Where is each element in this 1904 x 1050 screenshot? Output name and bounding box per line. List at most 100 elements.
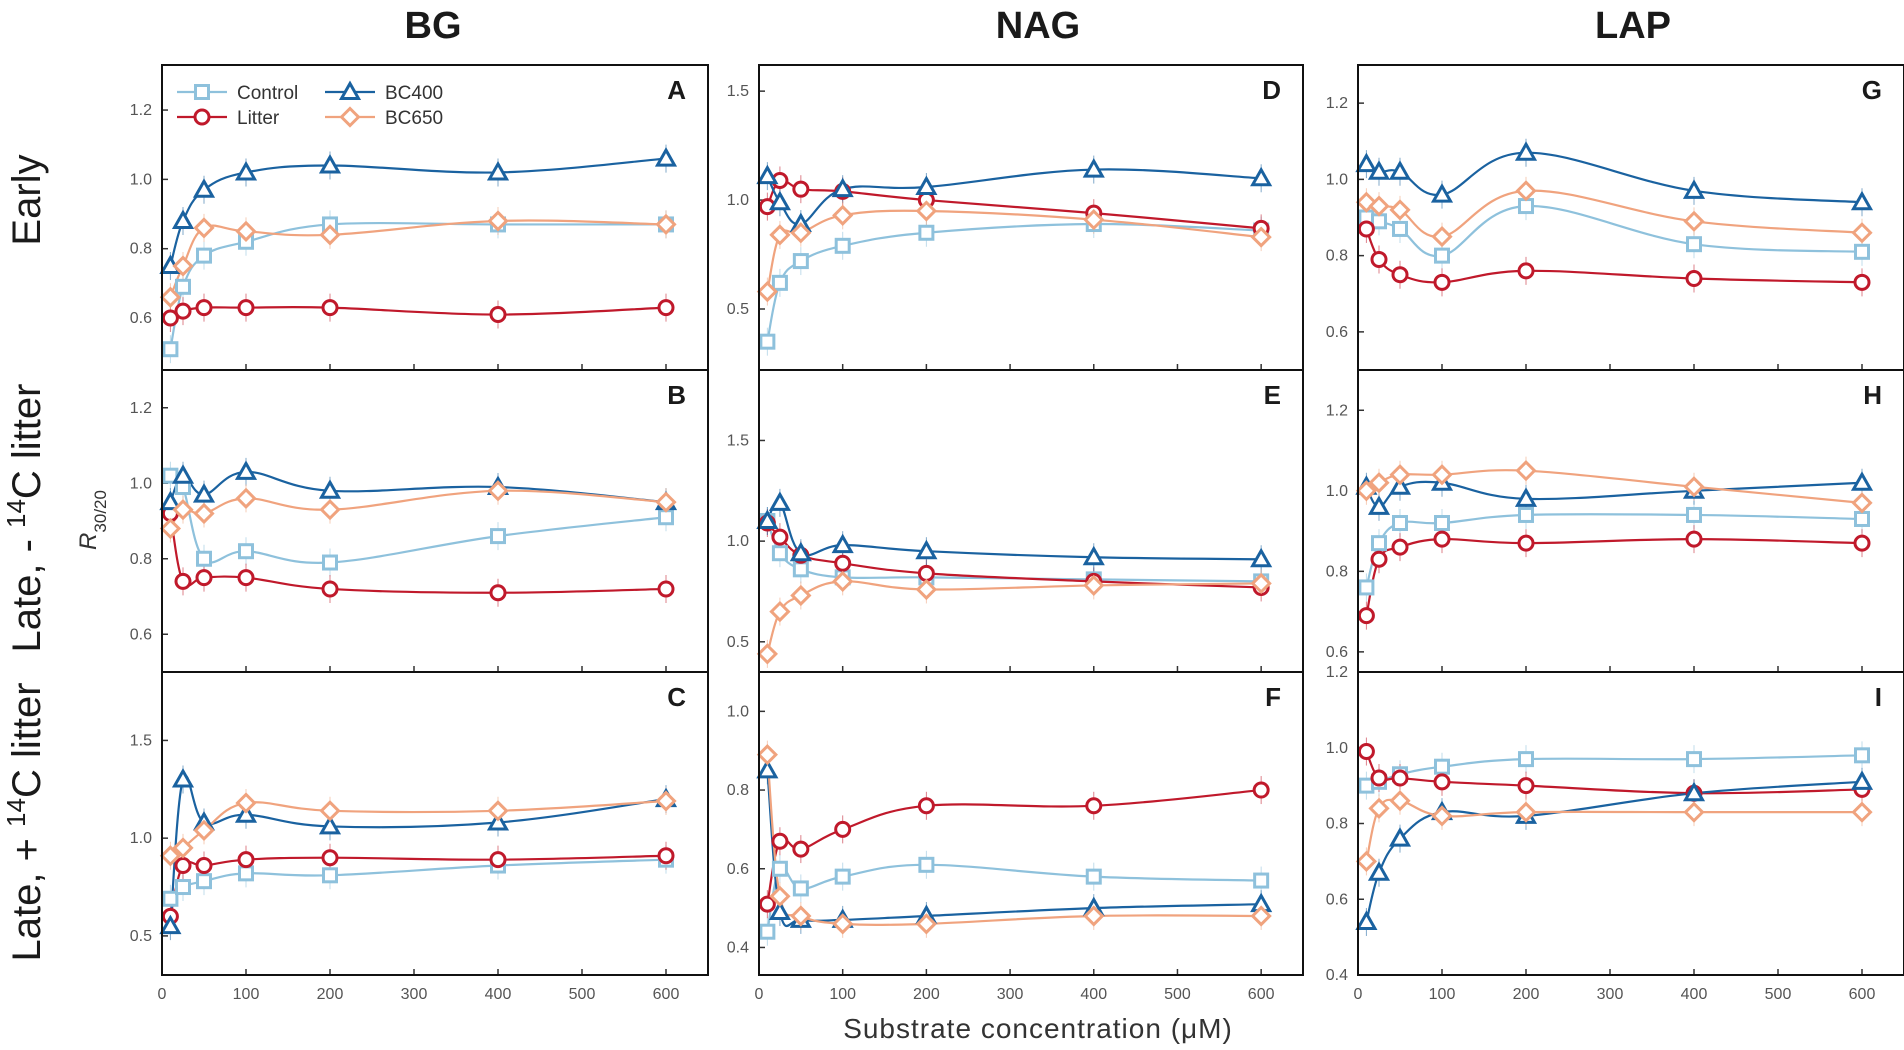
- point-litter: [1370, 769, 1388, 787]
- point-bc650: [1683, 476, 1705, 498]
- point-bc650: [1431, 805, 1453, 827]
- point-litter: [174, 572, 192, 590]
- point-litter: [1433, 530, 1451, 548]
- y-tick-label: 0.8: [130, 241, 152, 258]
- point-bc650: [319, 800, 341, 822]
- column-titles: BG NAG LAP: [405, 5, 1672, 47]
- legend-marker-bc650: [339, 106, 361, 128]
- panel-c: 0.5 1.0 1.5 0 100 200 300 400 500 600 C: [130, 671, 709, 1003]
- point-litter: [1391, 769, 1409, 787]
- panel-letter: G: [1862, 75, 1882, 105]
- point-control: [1854, 510, 1870, 527]
- point-control: [1434, 515, 1450, 532]
- y-tick-label: 0.8: [1326, 563, 1348, 580]
- panel-frame: [1357, 671, 1904, 976]
- point-bc400: [1367, 495, 1391, 515]
- y-tick-label: 0.5: [727, 301, 749, 318]
- point-bc650: [832, 570, 854, 593]
- x-tick-label: 200: [317, 986, 344, 1003]
- point-bc400: [1250, 547, 1273, 568]
- y-tick-label: 1.0: [1326, 171, 1348, 188]
- y-tick-label: 0.6: [130, 626, 152, 643]
- y-tick-label: 1.2: [130, 102, 152, 119]
- point-control: [834, 237, 851, 254]
- y-tick-label: 0.8: [727, 782, 749, 799]
- point-bc650: [1355, 480, 1378, 502]
- point-bc650: [1368, 472, 1390, 494]
- point-litter: [771, 528, 789, 546]
- point-litter: [1252, 781, 1270, 799]
- point-control: [792, 561, 809, 578]
- y-tick-label: 0.8: [1326, 248, 1348, 265]
- x-tick-label: 500: [1164, 986, 1191, 1003]
- point-control: [771, 274, 788, 291]
- x-tick-label: 100: [829, 986, 856, 1003]
- point-litter: [489, 851, 507, 869]
- y-tick-label: 1.2: [1326, 664, 1348, 681]
- point-bc650: [1368, 797, 1390, 819]
- point-control: [238, 543, 254, 560]
- y-tick-label: 1.0: [1326, 483, 1348, 500]
- x-tick-label: 300: [997, 986, 1024, 1003]
- legend-label-litter: Litter: [237, 108, 280, 129]
- panel-h: 0.6 0.8 1.0 1.2 H: [1326, 369, 1904, 673]
- point-control: [1518, 198, 1534, 215]
- point-bc650: [790, 584, 812, 607]
- point-bc650: [1515, 180, 1537, 202]
- point-bc650: [487, 210, 509, 232]
- point-bc650: [915, 578, 938, 601]
- series-line-bc400: [766, 770, 1262, 928]
- point-bc400: [486, 160, 510, 181]
- point-bc650: [235, 487, 257, 509]
- x-tick-label: 0: [158, 986, 167, 1003]
- x-tick-label: 400: [485, 986, 512, 1003]
- point-bc650: [487, 480, 509, 502]
- point-litter: [237, 299, 255, 317]
- point-bc400: [234, 803, 258, 823]
- point-bc400: [1082, 158, 1105, 178]
- x-tick-label: 600: [1248, 986, 1275, 1003]
- panel-letter: A: [667, 75, 686, 105]
- point-bc650: [1250, 572, 1272, 595]
- point-bc650: [655, 213, 677, 236]
- point-bc650: [172, 499, 194, 521]
- point-bc650: [235, 792, 257, 814]
- x-axis-label: Substrate concentration (μM): [843, 1013, 1233, 1044]
- point-litter: [657, 580, 675, 598]
- x-tick-label: 600: [1849, 986, 1876, 1003]
- series-line-bc650: [766, 580, 1262, 655]
- column-title-nag: NAG: [996, 5, 1080, 47]
- point-control: [1434, 247, 1450, 264]
- point-bc400: [768, 900, 791, 921]
- y-tick-label: 1.2: [1326, 95, 1348, 112]
- point-bc650: [756, 280, 778, 303]
- point-control: [792, 880, 809, 897]
- point-control: [196, 550, 212, 567]
- point-litter: [195, 299, 213, 317]
- x-tick-label: 500: [1765, 986, 1792, 1003]
- point-litter: [792, 840, 810, 858]
- point-bc650: [1389, 464, 1411, 486]
- point-bc650: [1355, 850, 1378, 872]
- y-tick-label: 0.8: [1326, 816, 1348, 833]
- point-litter: [1853, 273, 1871, 291]
- point-bc650: [655, 790, 677, 812]
- point-bc400: [915, 539, 938, 560]
- point-bc400: [1388, 475, 1412, 495]
- y-tick-label: 1.5: [727, 83, 749, 100]
- panel-b: 0.6 0.8 1.0 1.2 B: [130, 369, 709, 673]
- point-bc650: [1250, 905, 1272, 927]
- point-litter: [321, 849, 339, 867]
- point-bc400: [318, 153, 342, 174]
- point-bc650: [1083, 209, 1105, 231]
- point-bc650: [159, 286, 182, 308]
- point-control: [1686, 236, 1702, 253]
- point-bc650: [1389, 790, 1411, 812]
- y-tick-label: 0.6: [1326, 644, 1348, 661]
- legend-marker-control: [194, 84, 210, 100]
- y-tick-label: 1.0: [130, 171, 152, 188]
- point-bc400: [159, 490, 182, 511]
- column-title-bg: BG: [405, 5, 462, 47]
- panel-frame: [1357, 64, 1904, 371]
- point-litter: [917, 564, 935, 582]
